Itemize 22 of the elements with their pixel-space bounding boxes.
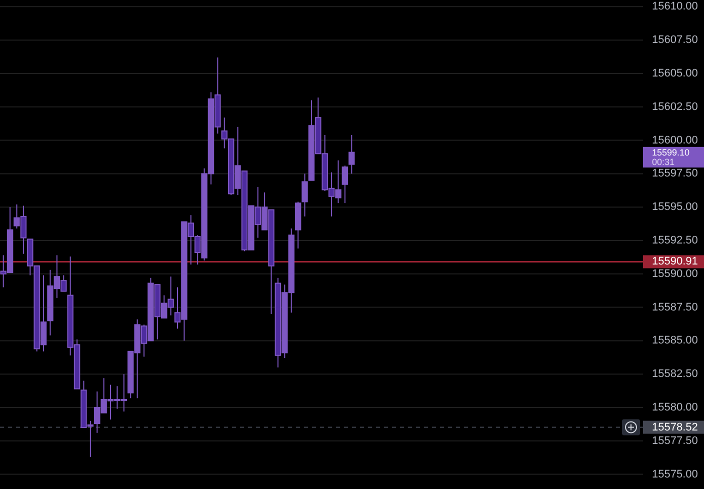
- y-tick-label: 15575.00: [652, 468, 698, 480]
- text: 15599.10: [652, 147, 690, 158]
- candlestick: [342, 165, 348, 204]
- candlestick: [348, 134, 355, 174]
- y-tick-label: 15590.00: [652, 268, 698, 280]
- candlestick: [302, 173, 308, 217]
- y-tick-label: 15610.00: [652, 0, 698, 13]
- y-tick-label: 15602.50: [652, 100, 698, 113]
- y-tick-label: 15577.50: [652, 434, 698, 447]
- y-tick-label: 15605.00: [652, 67, 698, 80]
- ref-line-label: 15578.52: [652, 421, 698, 434]
- y-tick-label: 15607.50: [652, 34, 698, 46]
- y-tick-label: 15595.00: [652, 201, 698, 214]
- y-tick-label: 15597.50: [652, 168, 698, 180]
- ref-line-label: 15590.91: [652, 256, 698, 268]
- y-tick-label: 15582.50: [652, 368, 698, 380]
- y-tick-label: 15587.50: [652, 301, 698, 314]
- text: 00:31: [652, 157, 675, 168]
- y-tick-label: 15580.00: [652, 402, 698, 414]
- y-tick-label: 15592.50: [652, 234, 698, 246]
- y-tick-label: 15585.00: [652, 334, 698, 347]
- y-tick-label: 15600.00: [652, 134, 698, 146]
